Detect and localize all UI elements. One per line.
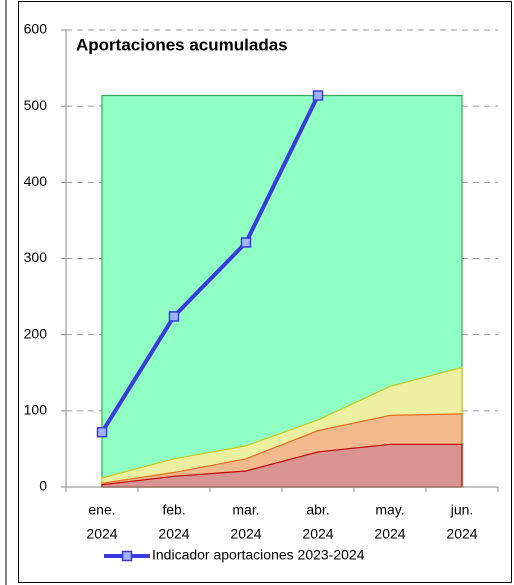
x-tick-label: 2024	[230, 526, 261, 542]
x-tick-label: abr.	[306, 502, 329, 518]
legend-marker	[121, 550, 133, 562]
marker	[312, 90, 324, 101]
x-tick-label: 2024	[446, 526, 477, 542]
y-tick-label: 100	[24, 402, 48, 418]
y-tick-label: 0	[39, 478, 47, 494]
chart-title: Aportaciones acumuladas	[76, 35, 288, 54]
marker	[240, 237, 252, 248]
x-tick-label: 2024	[86, 526, 117, 542]
marker	[168, 311, 180, 322]
x-tick-label: ene.	[88, 502, 115, 518]
marker	[96, 426, 108, 438]
chart-frame	[18, 1, 512, 583]
x-tick-label: may.	[375, 502, 404, 518]
line	[100, 94, 320, 434]
legend-label: Indicador aportaciones 2023-2024	[152, 547, 365, 563]
x-tick-label: jun.	[450, 502, 474, 518]
y-tick-label: 400	[24, 173, 48, 189]
x-tick-label: feb.	[162, 502, 185, 518]
x-tick-label: 2024	[302, 526, 333, 542]
y-tick-label: 200	[24, 325, 48, 341]
y-tick-label: 300	[24, 249, 48, 265]
y-tick-label: 500	[24, 97, 48, 113]
x-tick-label: 2024	[158, 526, 189, 542]
x-tick-label: mar.	[232, 502, 259, 518]
y-tick-label: 600	[24, 21, 48, 37]
x-tick-label: 2024	[374, 526, 405, 542]
